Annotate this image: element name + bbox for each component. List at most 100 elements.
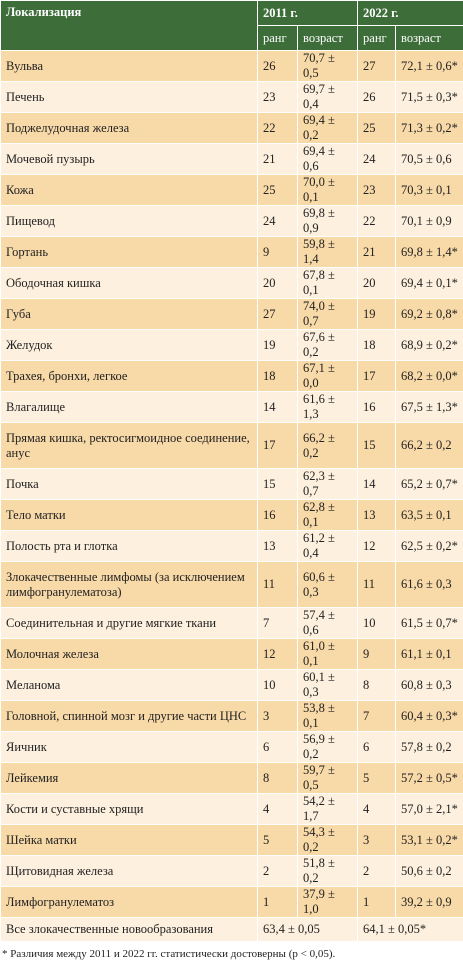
cell: 20: [358, 268, 396, 299]
cell: 60,1 ± 0,3: [298, 670, 358, 701]
cell: 8: [358, 670, 396, 701]
cell: 11: [258, 562, 298, 608]
cell: 24: [358, 144, 396, 175]
footnote: * Различия между 2011 и 2022 гг. статист…: [0, 942, 463, 960]
cell: 65,2 ± 0,7*: [396, 469, 463, 500]
cell: 24: [258, 206, 298, 237]
cell: 61,2 ± 0,4: [298, 531, 358, 562]
cell: 4: [358, 794, 396, 825]
row-label: Мочевой пузырь: [1, 144, 258, 175]
cell: 13: [258, 531, 298, 562]
cell: 59,8 ± 1,4: [298, 237, 358, 268]
cell: 60,8 ± 0,3: [396, 670, 463, 701]
header-cell: 2011 г.: [258, 1, 358, 26]
row-label: Печень: [1, 82, 258, 113]
cell: 10: [258, 670, 298, 701]
cell: 69,8 ± 0,9: [298, 206, 358, 237]
row-label: Яичник: [1, 732, 258, 763]
row-label: Губа: [1, 299, 258, 330]
row-label: Молочная железа: [1, 639, 258, 670]
cell: 70,0 ± 0,1: [298, 175, 358, 206]
cell: 20: [258, 268, 298, 299]
cell: 57,2 ± 0,5*: [396, 763, 463, 794]
cell: 72,1 ± 0,6*: [396, 51, 463, 82]
cell: 16: [358, 392, 396, 423]
cell: 23: [358, 175, 396, 206]
row-label: Кости и суставные хрящи: [1, 794, 258, 825]
cell: 8: [258, 763, 298, 794]
cell: 53,8 ± 0,1: [298, 701, 358, 732]
cell: 4: [258, 794, 298, 825]
cell: 19: [258, 330, 298, 361]
cell: 63,5 ± 0,1: [396, 500, 463, 531]
row-label: Меланома: [1, 670, 258, 701]
cell: 61,0 ± 0,1: [298, 639, 358, 670]
cell: 2: [258, 856, 298, 887]
cell: 69,4 ± 0,2: [298, 113, 358, 144]
row-label: Поджелудочная железа: [1, 113, 258, 144]
cell: 3: [258, 701, 298, 732]
cell: 27: [258, 299, 298, 330]
cell: 9: [358, 639, 396, 670]
row-label: Лимфогранулематоз: [1, 887, 258, 918]
cell: 11: [358, 562, 396, 608]
cell: 25: [258, 175, 298, 206]
cell: 5: [258, 825, 298, 856]
cell: 54,3 ± 0,2: [298, 825, 358, 856]
row-label: Ободочная кишка: [1, 268, 258, 299]
cell: 70,1 ± 0,9: [396, 206, 463, 237]
cell: 57,4 ± 0,6: [298, 608, 358, 639]
cell: 23: [258, 82, 298, 113]
cell: 66,2 ± 0,2: [298, 423, 358, 469]
cell: 68,9 ± 0,2*: [396, 330, 463, 361]
cell: 54,2 ± 1,7: [298, 794, 358, 825]
header-cell: 2022 г.: [358, 1, 463, 26]
cell: 7: [358, 701, 396, 732]
cell: 25: [358, 113, 396, 144]
cell: 27: [358, 51, 396, 82]
cell: 67,1 ± 0,0: [298, 361, 358, 392]
header-cell: Локализация: [1, 1, 258, 51]
cell: 51,8 ± 0,2: [298, 856, 358, 887]
cell: 9: [258, 237, 298, 268]
row-label: Кожа: [1, 175, 258, 206]
cell: 62,3 ± 0,7: [298, 469, 358, 500]
cell: 14: [358, 469, 396, 500]
cell: 60,4 ± 0,3*: [396, 701, 463, 732]
cell: 12: [358, 531, 396, 562]
cell: 14: [258, 392, 298, 423]
header-cell: ранг: [258, 26, 298, 51]
cell: 17: [358, 361, 396, 392]
row-label: Шейка матки: [1, 825, 258, 856]
header-cell: возраст: [298, 26, 358, 51]
cell: 10: [358, 608, 396, 639]
header-cell: возраст: [396, 26, 463, 51]
cell: 70,3 ± 0,1: [396, 175, 463, 206]
cell: 6: [258, 732, 298, 763]
cell: 39,2 ± 0,9: [396, 887, 463, 918]
cell: 64,1 ± 0,05*: [358, 918, 463, 942]
row-label: Желудок: [1, 330, 258, 361]
cell: 69,7 ± 0,4: [298, 82, 358, 113]
table-row: Злокачественные лимфомы (за исключением …: [1, 562, 463, 608]
cell: 22: [358, 206, 396, 237]
cell: 63,4 ± 0,05: [258, 918, 358, 942]
row-label: Полость рта и глотка: [1, 531, 258, 562]
cell: 21: [258, 144, 298, 175]
cell: 1: [258, 887, 298, 918]
cell: 6: [358, 732, 396, 763]
table-header: Локализация 2011 г. 2022 г. ранг возраст…: [1, 1, 463, 51]
